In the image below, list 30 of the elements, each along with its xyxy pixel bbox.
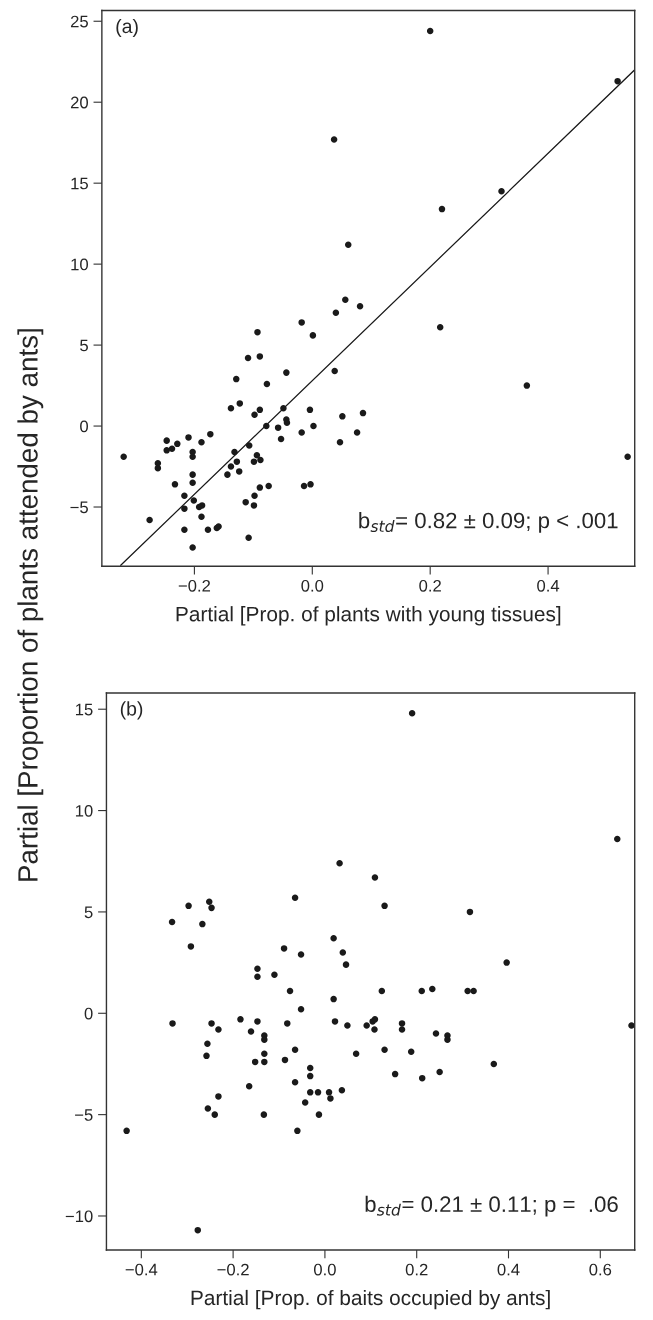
y-tick-label: −5	[70, 501, 88, 514]
x-tick-label: −0.2	[178, 579, 211, 592]
x-tick-label: 0.2	[419, 579, 441, 592]
y-tick-label: 0	[84, 1007, 93, 1020]
x-axis-title: Partial [Prop. of plants with young tissues]	[176, 606, 561, 626]
y-tick-label: 5	[80, 339, 88, 352]
y-tick-label: 15	[75, 703, 93, 716]
x-tick-label: −0.2	[217, 1263, 249, 1276]
y-tick-label: 0	[80, 420, 89, 433]
y-tick-label: 20	[70, 96, 89, 109]
x-axis-title: Partial [Prop. of baits occupied by ants]	[191, 1289, 550, 1310]
annotation: b$_{std}$= 0.21 ± 0.11; p = .06	[365, 1195, 618, 1217]
y-tick-label: 10	[71, 258, 89, 271]
y-tick-label: 10	[75, 804, 93, 817]
y-tick-label: −5	[75, 1109, 93, 1121]
x-tick-label: 0.4	[537, 579, 560, 592]
x-tick-label: 0.0	[313, 1263, 336, 1276]
x-tick-label: 0.6	[589, 1263, 612, 1276]
x-tick-label: −0.4	[125, 1263, 158, 1276]
y-tick-label: −10	[65, 1210, 93, 1223]
annotation: (a)	[116, 18, 138, 38]
y-tick-label: 15	[71, 177, 88, 190]
x-tick-label: 0.0	[301, 579, 324, 592]
annotation: (b)	[120, 701, 143, 720]
annotation: b$_{std}$= 0.82 ± 0.09; p < .001	[359, 512, 618, 533]
y-tick-label: 25	[70, 15, 88, 28]
y-axis-title: Partial [Proportion of plants attended by ants]	[17, 329, 44, 881]
x-tick-label: 0.4	[497, 1263, 520, 1276]
x-tick-label: 0.2	[405, 1263, 428, 1276]
y-tick-label: 5	[84, 906, 93, 919]
